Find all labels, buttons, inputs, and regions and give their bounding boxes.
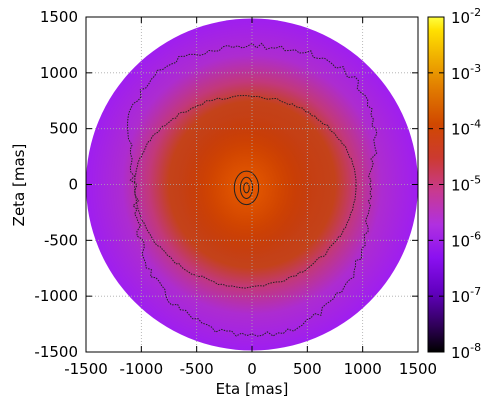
x-tick-label: 500 bbox=[293, 360, 322, 378]
colorbar-tick-label: 10-7 bbox=[451, 285, 481, 306]
x-axis: -1500 -1000 -500 0 500 1000 1500 bbox=[64, 17, 437, 378]
colorbar-tick-label: 10-6 bbox=[451, 229, 481, 250]
contour-core-2 bbox=[239, 176, 254, 199]
grid bbox=[86, 17, 418, 352]
contour-eye bbox=[134, 94, 357, 289]
x-tick-label: -500 bbox=[180, 360, 214, 378]
x-tick-label: -1000 bbox=[120, 360, 164, 378]
contour-core-3 bbox=[243, 182, 250, 194]
contour-core-1 bbox=[233, 170, 260, 206]
x-tick-label: 1500 bbox=[399, 360, 437, 378]
colorbar-tick-label: 10-2 bbox=[451, 6, 481, 27]
colorbar-tick-label: 10-4 bbox=[451, 118, 481, 139]
heatmap-core bbox=[180, 115, 313, 261]
colorbar-tick-label: 10-5 bbox=[451, 174, 481, 195]
colorbar-tick-label: 10-3 bbox=[451, 62, 481, 83]
colorbar-ticks: 10-8 10-7 10-6 10-5 10-4 10-3 10-2 bbox=[428, 6, 481, 362]
y-tick-label: -1500 bbox=[34, 343, 78, 361]
y-axis-label: Zeta [mas] bbox=[10, 144, 28, 227]
y-tick-label: 500 bbox=[49, 120, 78, 138]
y-tick-label: -1000 bbox=[34, 287, 78, 305]
y-tick-label: 1000 bbox=[40, 64, 78, 82]
x-tick-label: -1500 bbox=[64, 360, 108, 378]
y-tick-label: 1500 bbox=[40, 8, 78, 26]
x-axis-label: Eta [mas] bbox=[216, 380, 289, 398]
colorbar-tick-label: 10-8 bbox=[451, 341, 481, 362]
contour-core-group bbox=[233, 170, 260, 206]
y-tick-label: -500 bbox=[44, 231, 78, 249]
y-axis: -1500 -1000 -500 0 500 1000 1500 bbox=[34, 8, 418, 361]
y-tick-label: 0 bbox=[68, 176, 78, 194]
x-tick-label: 0 bbox=[247, 360, 257, 378]
x-tick-label: 1000 bbox=[344, 360, 382, 378]
